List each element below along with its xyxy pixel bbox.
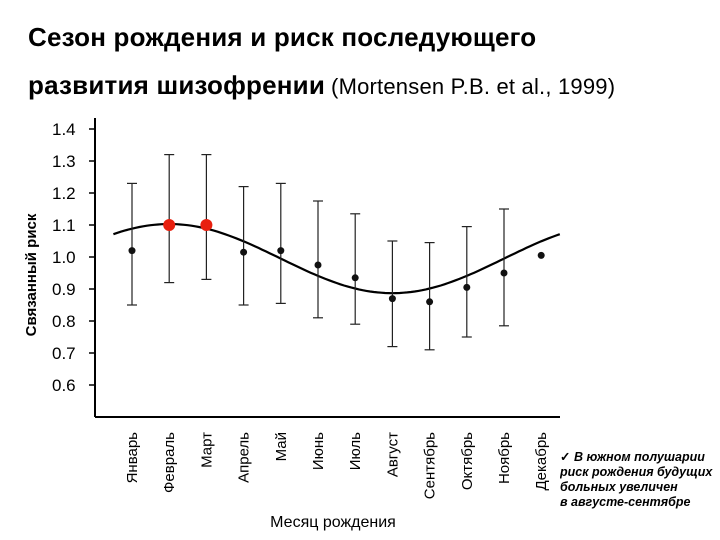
- note-text-1: В южном полушарии: [573, 450, 705, 464]
- y-tick-label: 0.9: [52, 280, 76, 299]
- y-axis-label: Связанный риск: [23, 213, 40, 336]
- note-line-3: больных увеличен: [560, 480, 678, 494]
- y-tick-label: 0.8: [52, 312, 76, 331]
- trend-line: [113, 222, 561, 295]
- x-tick-label: Сентябрь: [422, 432, 439, 499]
- data-point-6: [314, 261, 322, 269]
- trend-curve: [113, 222, 561, 295]
- data-point-5: [277, 247, 285, 255]
- data-point-12: [537, 251, 545, 259]
- citation: (Mortensen P.B. et al., 1999): [331, 74, 616, 99]
- checkmark-icon: ✓: [560, 450, 571, 464]
- y-tick-label: 0.6: [52, 376, 76, 395]
- highlighted-point-2: [163, 219, 176, 231]
- x-tick-label: Июль: [347, 432, 364, 470]
- chart-title-main: развития шизофрении: [28, 70, 326, 100]
- y-tick-label: 1.1: [52, 216, 76, 235]
- y-tick-label: 1.2: [52, 184, 76, 203]
- error-bars: [127, 154, 509, 351]
- y-tick-label: 1.4: [52, 120, 76, 139]
- note-line-1: ✓ В южном полушарии: [560, 450, 720, 465]
- y-tick-label: 1.0: [52, 248, 76, 267]
- data-point-9: [426, 298, 434, 306]
- axes: [94, 118, 560, 418]
- data-point-4: [240, 248, 248, 256]
- x-tick-label: Апрель: [236, 432, 253, 483]
- data-point-8: [388, 295, 396, 303]
- data-points: [128, 219, 545, 306]
- x-tick-label: Март: [198, 432, 215, 468]
- note-line-4: в августе-сентябре: [560, 495, 691, 509]
- data-point-11: [500, 269, 508, 277]
- y-ticks: 0.6 0.7 0.8 0.9 1.0 1.1 1.2 1.3 1.4: [52, 120, 95, 395]
- x-tick-label: Февраль: [161, 432, 178, 493]
- x-axis-label: Месяц рождения: [270, 514, 396, 531]
- southern-hemisphere-note: ✓ В южном полушарии риск рождения будущи…: [560, 450, 720, 510]
- data-point-7: [351, 274, 359, 282]
- chart-title-line-1: Сезон рождения и риск последующего: [28, 22, 537, 52]
- y-tick-label: 1.3: [52, 152, 76, 171]
- x-tick-label: Июнь: [310, 432, 327, 470]
- note-line-2: риск рождения будущих: [560, 465, 713, 479]
- highlighted-point-3: [200, 219, 213, 231]
- x-tick-label: Ноябрь: [496, 432, 513, 484]
- x-tick-label: Май: [273, 432, 290, 461]
- y-tick-label: 0.7: [52, 344, 76, 363]
- data-point-1: [128, 247, 136, 255]
- x-tick-labels: Январь Февраль Март Апрель Май Июнь Июль Август…: [124, 432, 550, 499]
- x-tick-label: Август: [384, 432, 401, 477]
- x-tick-label: Январь: [124, 432, 141, 484]
- x-tick-label: Октябрь: [459, 432, 476, 490]
- x-tick-label: Декабрь: [533, 432, 550, 491]
- data-point-10: [463, 283, 471, 291]
- chart-title-line-2: развития шизофрении (Mortensen P.B. et al…: [28, 70, 615, 101]
